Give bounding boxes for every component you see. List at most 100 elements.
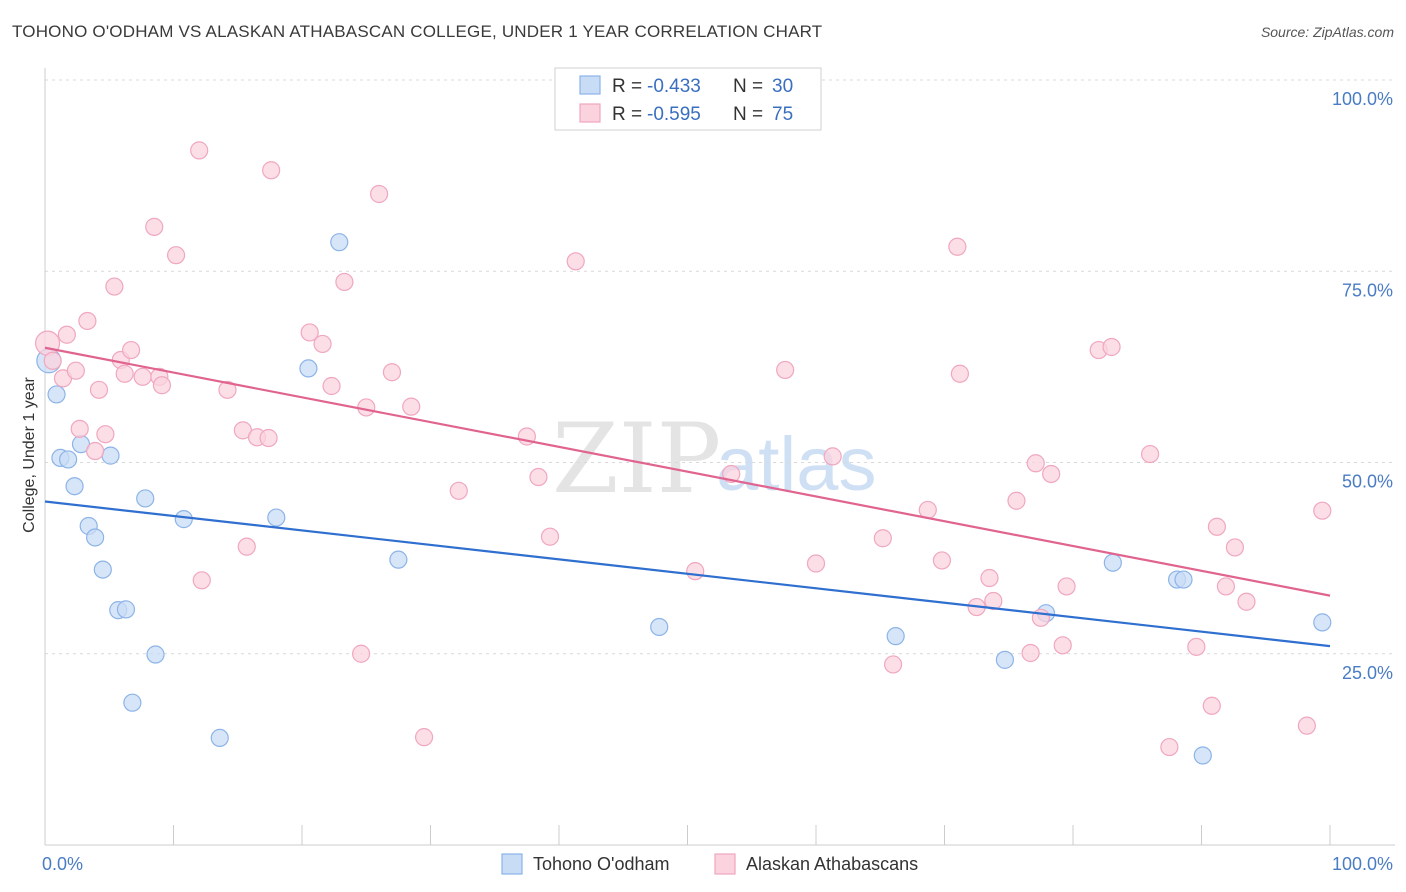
athabascan-point xyxy=(105,277,124,296)
bottom-legend-label-athabascan: Alaskan Athabascans xyxy=(746,854,918,874)
legend-n-label-1: N = xyxy=(733,76,763,97)
x-tick-label-min: 0.0% xyxy=(42,854,83,874)
tohono-point xyxy=(101,446,120,465)
athabascan-point xyxy=(1102,337,1121,357)
athabascan-point xyxy=(686,562,705,581)
tohono-point xyxy=(995,650,1014,669)
athabascan-point xyxy=(121,340,141,360)
athabascan-point xyxy=(89,380,109,399)
athabascan-point xyxy=(529,467,548,487)
legend-n-value-1: 30 xyxy=(772,76,793,97)
athabascan-point xyxy=(370,184,389,204)
tohono-point xyxy=(59,450,78,469)
athabascan-point xyxy=(133,367,152,386)
tohono-point xyxy=(65,477,84,496)
athabascan-point xyxy=(313,334,332,354)
athabascan-point xyxy=(1057,577,1076,596)
athabascan-point xyxy=(86,441,105,461)
axes xyxy=(44,68,1395,846)
athabascan-point xyxy=(357,398,376,417)
tohono-point xyxy=(1193,746,1212,765)
athabascan-point xyxy=(566,252,585,271)
athabascan-point xyxy=(1225,538,1245,557)
bottom-legend-swatch-athabascan xyxy=(714,853,736,875)
athabascan-point xyxy=(115,364,134,383)
trend-lines xyxy=(44,346,1331,648)
athabascan-point xyxy=(1021,643,1040,663)
athabascan-point xyxy=(1026,454,1045,473)
athabascan-point xyxy=(1313,501,1332,520)
legend-swatch-athabascan xyxy=(579,103,601,123)
tohono-point xyxy=(47,385,66,404)
legend-r-label-1: R = xyxy=(612,76,642,97)
grid-lines xyxy=(45,79,1395,655)
athabascan-point xyxy=(34,330,61,356)
tohono-point xyxy=(86,528,105,547)
legend-r-label-2: R = xyxy=(612,104,642,125)
athabascan-point xyxy=(322,376,341,396)
bottom-legend: Tohono O'odham Alaskan Athabascans xyxy=(501,853,918,875)
legend-swatch-tohono xyxy=(579,75,601,95)
athabascan-point xyxy=(1160,737,1179,757)
athabascan-point xyxy=(70,419,89,438)
athabascan-point xyxy=(540,527,560,546)
athabascan-point xyxy=(402,397,421,416)
athabascan-trend-line xyxy=(44,346,1331,597)
athabascan-point xyxy=(932,551,952,570)
tohono-point xyxy=(650,617,669,637)
athabascan-point xyxy=(1007,491,1026,510)
athabascan-point xyxy=(776,360,795,380)
legend-n-label-2: N = xyxy=(733,104,763,125)
athabascan-point xyxy=(1207,517,1227,536)
tohono-point xyxy=(174,510,193,529)
tohono-trend-line xyxy=(44,500,1331,648)
athabascan-point xyxy=(1202,696,1221,715)
athabascan-point xyxy=(259,428,278,448)
chart-title: TOHONO O'ODHAM VS ALASKAN ATHABASCAN COL… xyxy=(12,22,823,41)
athabascan-point xyxy=(166,246,186,265)
athabascan-point xyxy=(806,554,826,573)
source-label: Source: ZipAtlas.com xyxy=(1260,24,1394,40)
y-tick-label: 75.0% xyxy=(1342,280,1393,300)
athabascan-point xyxy=(873,529,892,548)
tohono-point xyxy=(389,550,408,569)
tohono-point xyxy=(1313,613,1332,632)
athabascan-point xyxy=(950,364,970,383)
y-axis-title: College, Under 1 year xyxy=(21,377,38,533)
athabascan-point xyxy=(335,272,354,292)
athabascan-point xyxy=(352,644,371,663)
athabascan-point xyxy=(218,380,237,399)
athabascan-point xyxy=(78,311,97,331)
athabascan-point xyxy=(980,568,999,588)
athabascan-point xyxy=(192,571,211,590)
tohono-point xyxy=(330,233,349,252)
tohono-point xyxy=(136,489,155,508)
y-tick-label: 50.0% xyxy=(1342,472,1393,492)
tohono-point xyxy=(299,359,318,378)
athabascan-point xyxy=(262,161,281,180)
athabascan-point xyxy=(300,323,319,342)
watermark-atlas: atlas xyxy=(716,422,877,507)
y-tick-labels: 25.0% 50.0% 75.0% 100.0% xyxy=(1332,89,1393,683)
athabascan-point xyxy=(1053,636,1072,655)
tohono-point xyxy=(886,627,905,646)
athabascan-point xyxy=(152,376,172,395)
athabascan-point xyxy=(66,361,85,380)
athabascan-point xyxy=(1237,592,1256,611)
athabascan-point xyxy=(43,351,62,370)
athabascan-point xyxy=(190,141,209,160)
athabascan-point xyxy=(1297,716,1316,735)
tohono-point xyxy=(146,645,165,664)
athabascan-point xyxy=(145,217,164,236)
bottom-legend-label-tohono: Tohono O'odham xyxy=(533,854,670,874)
legend-n-value-2: 75 xyxy=(772,104,793,125)
top-legend: R = -0.433 N = 30 R = -0.595 N = 75 xyxy=(554,67,822,131)
athabascan-point xyxy=(96,425,115,444)
tohono-point xyxy=(210,728,229,748)
legend-r-value-2: -0.595 xyxy=(647,104,701,125)
tohono-point xyxy=(1174,570,1193,589)
athabascan-point xyxy=(382,363,402,382)
tohono-point xyxy=(123,693,142,712)
y-tick-label: 25.0% xyxy=(1342,663,1393,683)
legend-r-value-1: -0.433 xyxy=(647,76,701,97)
